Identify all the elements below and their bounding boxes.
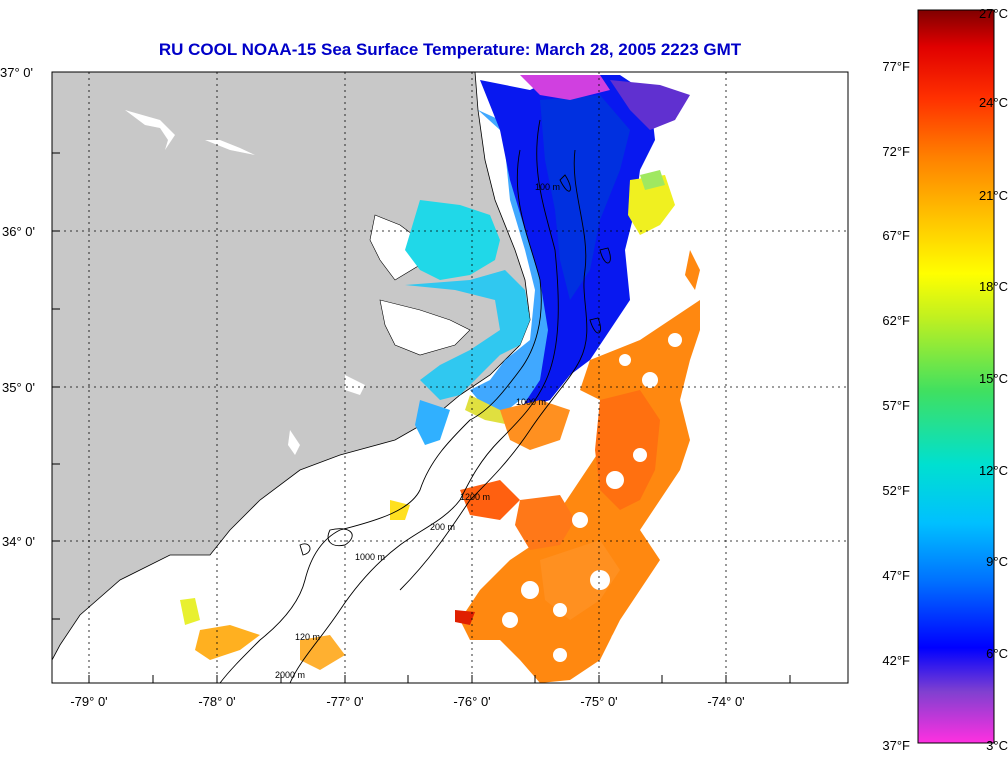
sst-field: 100 m 1000 m 1200 m 200 m 1000 m 120 m 2…	[52, 72, 848, 683]
sst-warm-water	[540, 540, 620, 620]
lon-label: -75° 0'	[580, 694, 617, 709]
sst-warm-water	[455, 610, 475, 625]
land-mass	[52, 72, 531, 661]
colorbar-fahrenheit-label: 37°F	[882, 738, 910, 753]
colorbar-fahrenheit-label: 77°F	[882, 59, 910, 74]
lat-label: 35° 0'	[2, 380, 35, 395]
colorbar-celsius-label: 3°C	[986, 738, 1008, 753]
lon-label: -76° 0'	[453, 694, 490, 709]
bathymetry-contours	[219, 119, 611, 683]
inland-water	[288, 430, 300, 455]
sst-cold-water	[610, 80, 690, 130]
sst-cool-water	[415, 400, 450, 445]
colorbar-fahrenheit-label: 72°F	[882, 144, 910, 159]
sst-cold-water	[520, 75, 610, 100]
contour-label: 120 m	[295, 632, 320, 642]
sst-warm-water	[460, 480, 520, 520]
inland-water	[379, 299, 471, 356]
contour-label: 200 m	[430, 522, 455, 532]
lat-label: 36° 0'	[2, 224, 35, 239]
colorbar-celsius-label: 21°C	[979, 188, 1008, 203]
contour-label: 1000 m	[355, 552, 385, 562]
colorbar-celsius-label: 24°C	[979, 95, 1008, 110]
lon-label: -77° 0'	[326, 694, 363, 709]
colorbar-fahrenheit-label: 47°F	[882, 568, 910, 583]
sst-cool-water	[405, 270, 530, 400]
sst-mild-water	[640, 170, 665, 190]
sst-warm-water	[195, 625, 260, 660]
sst-warm-water	[390, 500, 410, 520]
colorbar-celsius-label: 15°C	[979, 371, 1008, 386]
colorbar-fahrenheit-label: 67°F	[882, 228, 910, 243]
map-title: RU COOL NOAA-15 Sea Surface Temperature:…	[158, 40, 742, 59]
colorbar-fahrenheit-label: 57°F	[882, 398, 910, 413]
sst-mild-water	[628, 175, 675, 235]
colorbar-fahrenheit-label: 42°F	[882, 653, 910, 668]
contour-label: 1000 m	[516, 397, 546, 407]
sst-cool-water	[470, 110, 550, 420]
colorbar-celsius-label: 6°C	[986, 646, 1008, 661]
colorbar-celsius-label: 18°C	[979, 279, 1008, 294]
contour-label: 100 m	[535, 182, 560, 192]
lon-label: -74° 0'	[707, 694, 744, 709]
inland-water	[345, 375, 365, 395]
colorbar-fahrenheit-label: 62°F	[882, 313, 910, 328]
contour-label: 2000 m	[275, 670, 305, 680]
sst-cold-water	[540, 95, 630, 300]
lon-label: -79° 0'	[70, 694, 107, 709]
lon-label: -78° 0'	[198, 694, 235, 709]
contour-label: 1200 m	[460, 492, 490, 502]
lat-label: 37° 0'	[0, 65, 33, 80]
inland-water	[125, 110, 175, 150]
sst-cool-water	[405, 200, 500, 280]
sst-warm-water	[300, 635, 345, 670]
colorbar-fahrenheit-label: 52°F	[882, 483, 910, 498]
colorbar	[917, 9, 995, 744]
colorbar-celsius-label: 9°C	[986, 554, 1008, 569]
sst-warm-water	[500, 400, 570, 450]
map-frame	[51, 71, 849, 684]
colorbar-celsius-label: 27°C	[979, 6, 1008, 21]
graticule	[52, 72, 848, 683]
colorbar-celsius-label: 12°C	[979, 463, 1008, 478]
lat-label: 34° 0'	[2, 534, 35, 549]
sst-warm-water	[515, 495, 575, 550]
sst-warm-water	[685, 250, 700, 290]
inland-water	[205, 140, 255, 155]
sst-warm-water	[180, 598, 200, 625]
